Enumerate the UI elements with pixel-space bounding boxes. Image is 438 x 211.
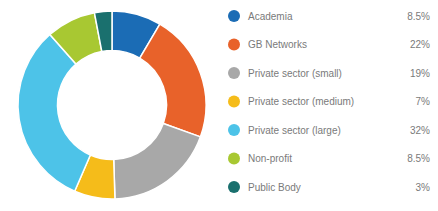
legend-label: Private sector (large) [248, 125, 341, 136]
legend-swatch [228, 96, 240, 108]
legend-label: Non-profit [248, 153, 292, 164]
legend-value: 32% [410, 125, 430, 136]
legend: Academia 8.5% GB Networks 22% Private sector… [228, 10, 430, 193]
legend-swatch [228, 67, 240, 79]
legend-value: 7% [416, 96, 431, 107]
legend-label: Private sector (medium) [248, 96, 354, 107]
legend-swatch [228, 124, 240, 136]
donut-slice [114, 123, 201, 198]
legend-swatch [228, 10, 240, 22]
chart-container: Academia 8.5% GB Networks 22% Private sector… [0, 0, 438, 211]
legend-value: 8.5% [407, 153, 430, 164]
legend-label: Public Body [248, 182, 301, 193]
chart-svg: Academia 8.5% GB Networks 22% Private sector… [0, 0, 438, 211]
donut-slice [140, 24, 206, 137]
legend-label: Private sector (small) [248, 68, 342, 79]
donut [18, 11, 206, 199]
legend-value: 3% [416, 182, 431, 193]
legend-value: 19% [410, 68, 430, 79]
legend-swatch [228, 39, 240, 51]
legend-label: GB Networks [248, 39, 307, 50]
legend-swatch [228, 181, 240, 193]
legend-label: Academia [248, 11, 293, 22]
donut-slice [94, 11, 112, 51]
legend-value: 8.5% [407, 11, 430, 22]
legend-value: 22% [410, 39, 430, 50]
donut-slice [50, 13, 102, 64]
legend-swatch [228, 153, 240, 165]
